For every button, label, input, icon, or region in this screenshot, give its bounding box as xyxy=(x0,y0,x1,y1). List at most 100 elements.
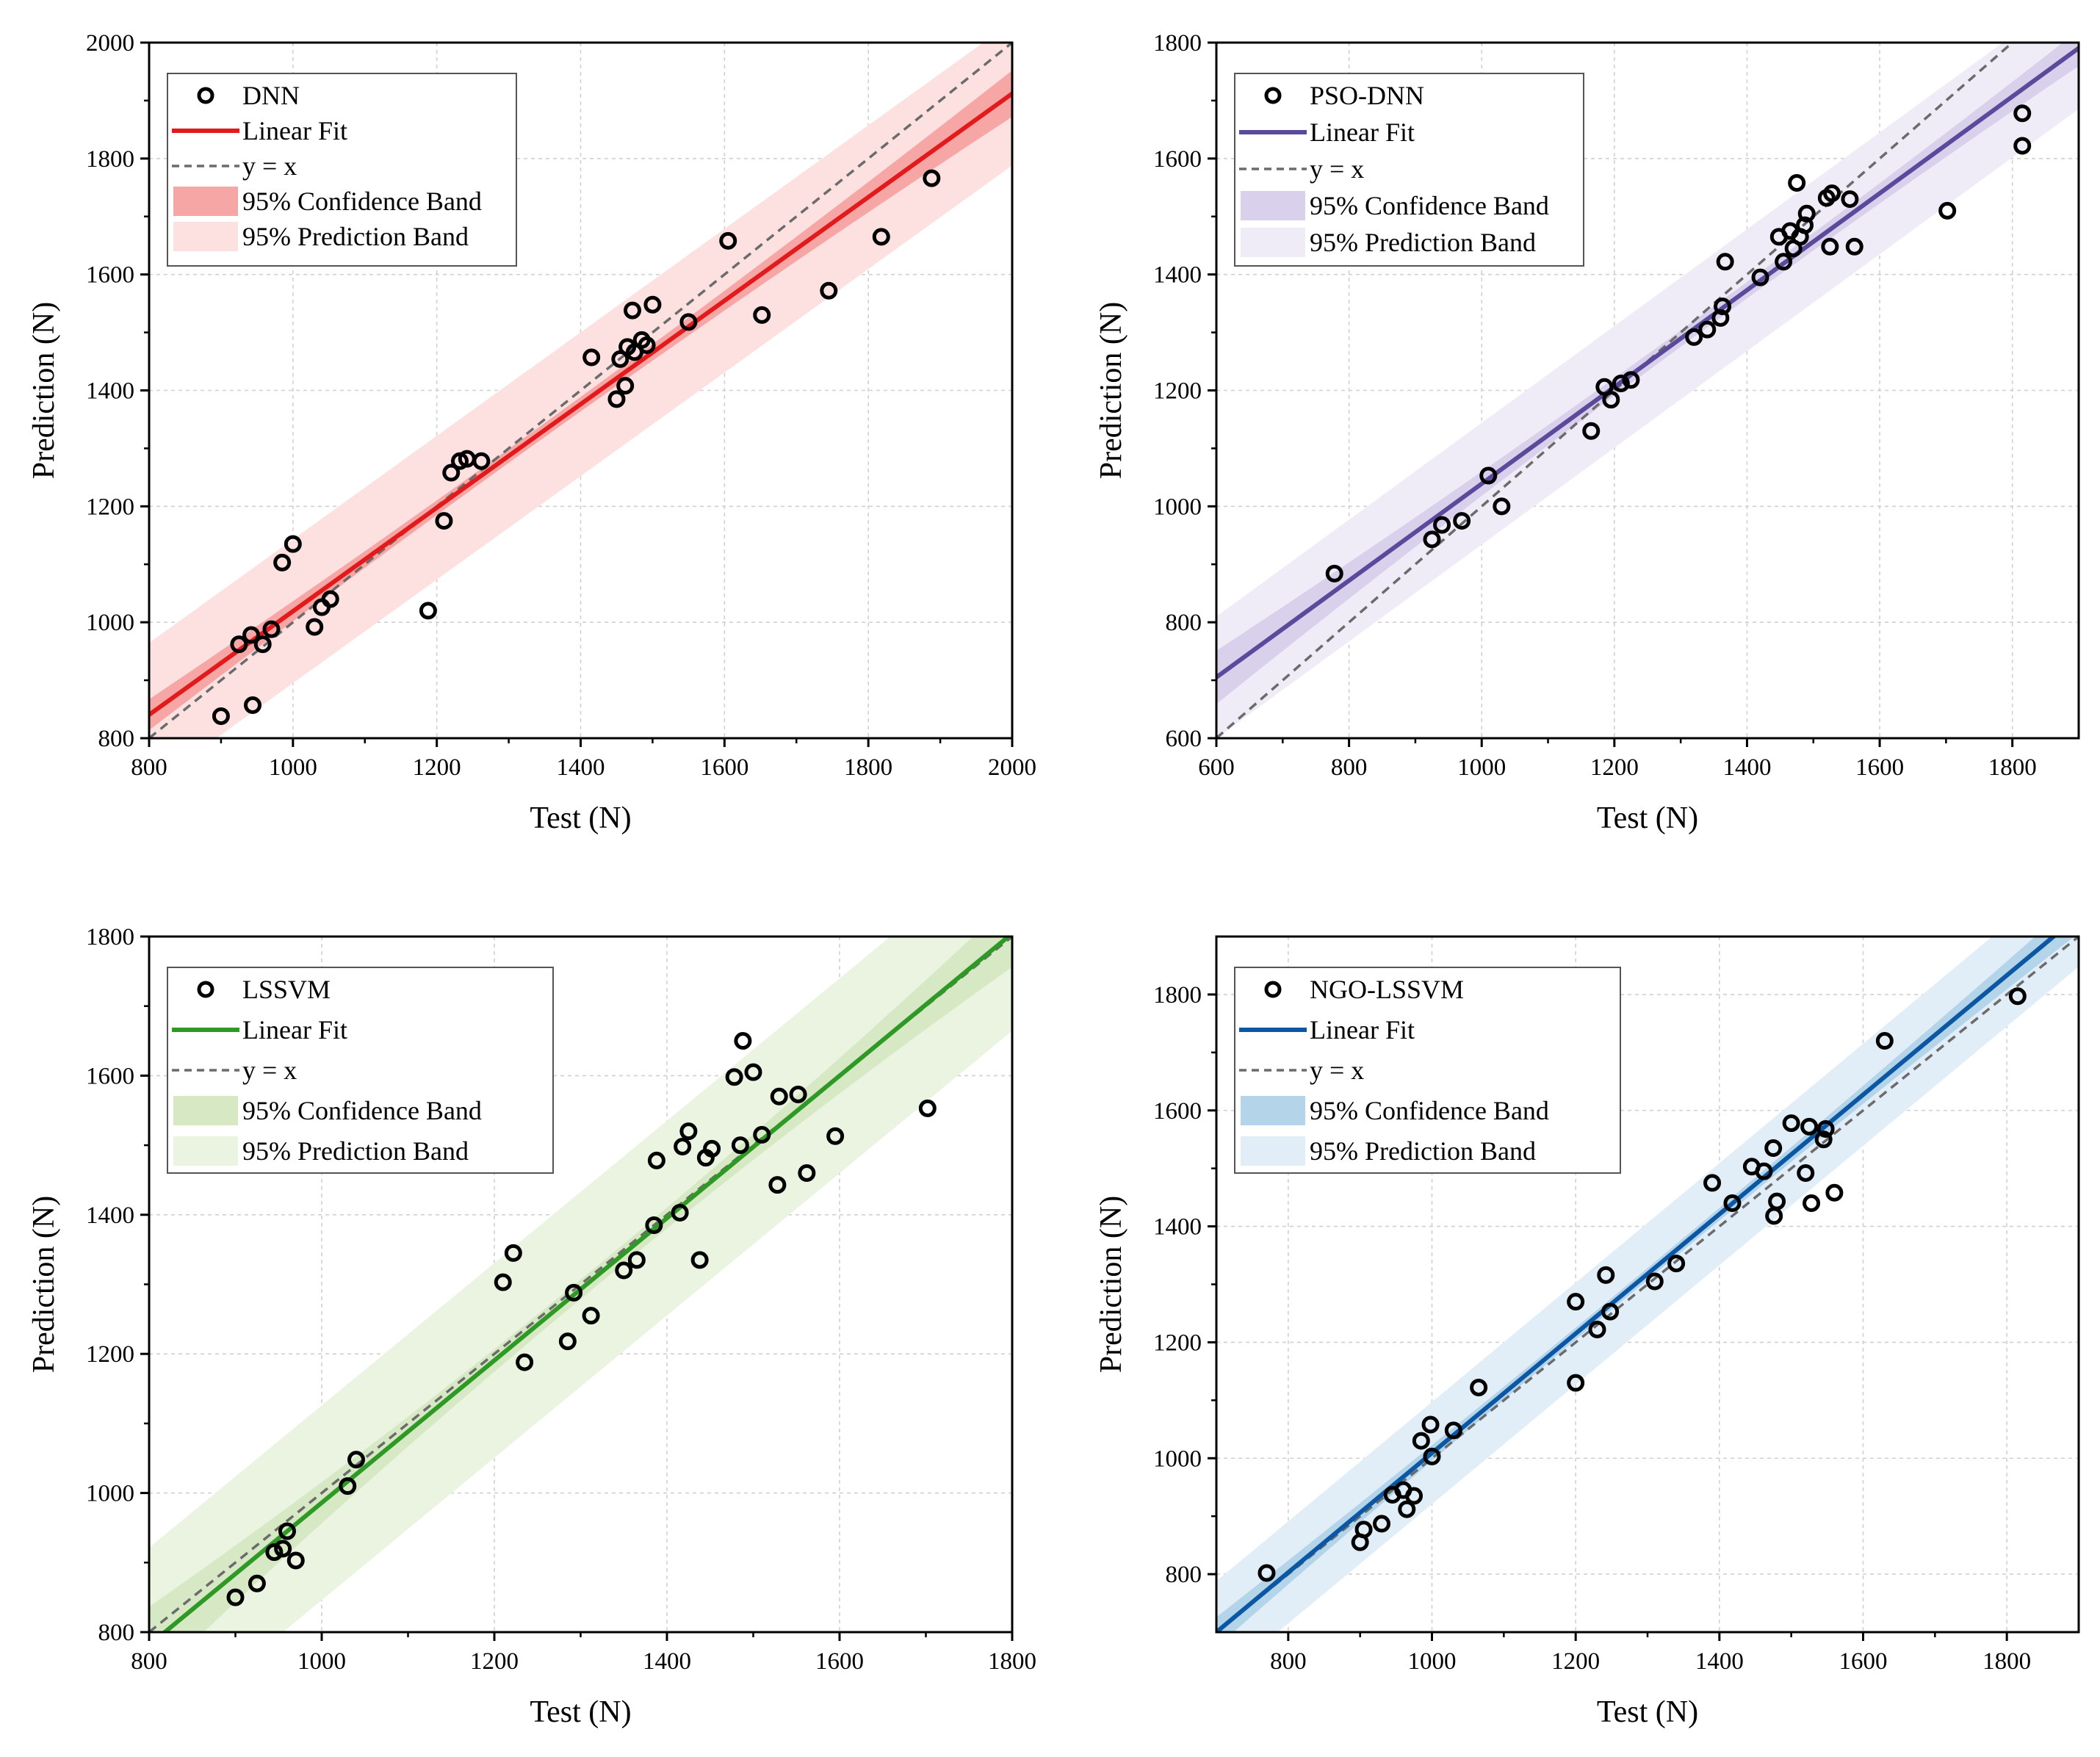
y-tick-label: 800 xyxy=(1166,610,1202,636)
legend-label-id: y = x xyxy=(242,1056,297,1085)
data-point xyxy=(1711,309,1730,327)
axis-ticks: 800 1000 1200 1400 1600 1800 2000 800 1000 1200 14… xyxy=(86,30,1036,781)
y-axis-title: Prediction (N) xyxy=(1094,1196,1128,1373)
x-tick-label: 2000 xyxy=(988,754,1036,781)
data-point xyxy=(872,228,890,246)
x-tick-label: 1400 xyxy=(1695,1648,1744,1675)
data-point xyxy=(1938,201,1957,220)
data-point xyxy=(582,348,601,367)
legend-label-id: y = x xyxy=(1310,154,1364,184)
legend-marker-points xyxy=(1264,87,1282,104)
legend: NGO-LSSVM Linear Fit y = x 95% Confidence B… xyxy=(1234,967,1621,1174)
legend-label-pred: 95% Prediction Band xyxy=(242,1136,469,1166)
x-tick-label: 1600 xyxy=(815,1648,864,1675)
data-point xyxy=(798,1163,816,1182)
data-point xyxy=(248,1574,266,1592)
data-point xyxy=(242,626,261,644)
chart-panel-lssvm: 800 1000 1200 1400 1600 1800 800 1000 1200 1400 16… xyxy=(27,924,1036,1729)
legend-label-pt: PSO-DNN xyxy=(1310,81,1424,110)
y-tick-label: 1800 xyxy=(1153,30,1202,57)
data-point xyxy=(1601,1302,1620,1321)
legend-marker-points xyxy=(1264,981,1282,998)
x-tick-label: 1800 xyxy=(1988,754,2037,781)
data-point xyxy=(284,535,302,553)
legend-label-pred: 95% Prediction Band xyxy=(242,222,469,251)
legend-marker-conf xyxy=(173,187,238,216)
data-point xyxy=(339,1477,357,1496)
data-point xyxy=(1796,216,1814,234)
data-point xyxy=(703,1139,721,1158)
data-point xyxy=(212,707,230,726)
y-tick-label: 1600 xyxy=(86,1063,134,1089)
fit-line xyxy=(1216,46,2079,679)
data-point xyxy=(607,390,626,408)
data-point xyxy=(674,1137,692,1155)
legend-marker-points xyxy=(197,981,214,998)
x-tick-label: 1400 xyxy=(643,1648,691,1675)
x-tick-label: 1000 xyxy=(1457,754,1506,781)
data-point xyxy=(1751,268,1769,286)
x-tick-label: 600 xyxy=(1198,754,1235,781)
data-point xyxy=(671,1203,689,1222)
data-point xyxy=(1354,1520,1373,1539)
plot-area xyxy=(149,43,1012,738)
y-tick-label: 1400 xyxy=(1153,1214,1202,1241)
data-point xyxy=(645,1216,663,1235)
data-point xyxy=(1764,1139,1783,1158)
x-tick-label: 1000 xyxy=(1408,1648,1457,1675)
y-tick-label: 800 xyxy=(98,726,135,752)
data-point xyxy=(1841,190,1859,209)
data-point xyxy=(820,281,838,300)
data-point xyxy=(753,1125,771,1144)
data-point xyxy=(226,1588,245,1606)
data-point xyxy=(768,1176,787,1194)
y-axis-title: Prediction (N) xyxy=(27,302,61,479)
data-point xyxy=(230,635,248,654)
x-tick-label: 1800 xyxy=(988,1648,1036,1675)
legend-marker-points xyxy=(197,87,214,104)
data-point xyxy=(770,1087,788,1105)
data-point xyxy=(1816,1120,1835,1139)
data-point xyxy=(2013,137,2032,155)
legend-label-conf: 95% Confidence Band xyxy=(1310,191,1549,220)
x-tick-label: 800 xyxy=(131,1648,167,1675)
x-tick-label: 800 xyxy=(1331,754,1368,781)
data-point xyxy=(582,1307,600,1325)
data-point xyxy=(1444,1421,1462,1440)
y-tick-label: 1000 xyxy=(86,1481,134,1507)
data-point xyxy=(1800,1117,1819,1136)
data-point xyxy=(1821,237,1839,256)
data-point xyxy=(1479,466,1498,485)
data-point xyxy=(274,1540,292,1558)
data-point xyxy=(278,1522,296,1540)
data-point xyxy=(1622,371,1640,389)
plot-area xyxy=(1216,43,2079,738)
legend-marker-pred xyxy=(1241,1136,1305,1166)
legend-label-pt: DNN xyxy=(242,81,300,110)
data-point xyxy=(624,301,641,320)
data-point xyxy=(1845,237,1863,256)
x-tick-label: 800 xyxy=(1270,1648,1307,1675)
data-point xyxy=(273,553,292,571)
chart-panel-ngo-lssvm: 800 1000 1200 1400 1600 1800 800 1000 1200 1400 16… xyxy=(1094,935,2080,1729)
data-point xyxy=(516,1353,534,1371)
x-tick-label: 1200 xyxy=(413,754,461,781)
legend-label-fit: Linear Fit xyxy=(242,116,347,145)
data-point xyxy=(1421,1415,1440,1434)
data-point xyxy=(1875,1032,1894,1050)
data-point xyxy=(753,306,771,324)
data-point xyxy=(1325,564,1343,582)
data-point xyxy=(1258,1564,1276,1582)
legend-label-pred: 95% Prediction Band xyxy=(1310,228,1536,257)
data-point xyxy=(442,463,461,482)
data-point xyxy=(472,452,491,470)
data-point xyxy=(2008,987,2027,1006)
data-point xyxy=(1453,512,1471,530)
data-point xyxy=(2013,104,2032,123)
data-point xyxy=(615,1261,633,1280)
data-point xyxy=(347,1451,365,1469)
data-point xyxy=(419,602,437,620)
data-point xyxy=(244,696,261,715)
data-point xyxy=(253,635,272,654)
